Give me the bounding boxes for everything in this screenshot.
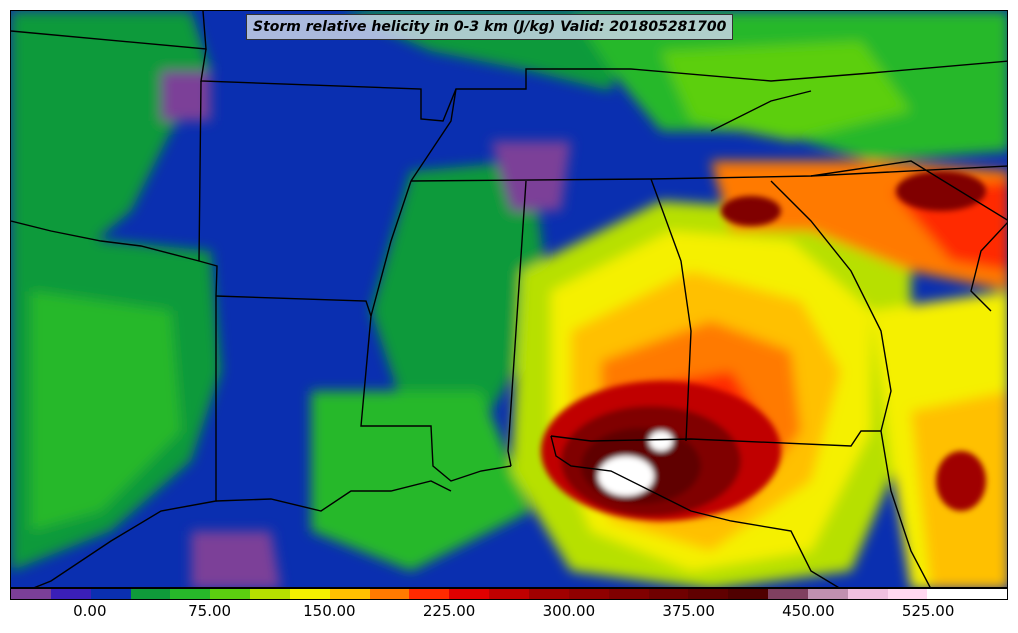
colorbar-tick-label: 300.00 — [542, 602, 596, 620]
colorbar — [10, 588, 1008, 600]
colorbar-segment — [568, 589, 609, 599]
colorbar-segment — [50, 589, 91, 599]
colorbar-segment — [449, 589, 490, 599]
colorbar-segment — [489, 589, 529, 599]
colorbar-segment — [210, 589, 251, 599]
map-canvas — [11, 11, 1007, 587]
colorbar-segment — [90, 589, 131, 599]
colorbar-segment — [768, 589, 808, 599]
colorbar-segment — [648, 589, 689, 599]
colorbar-tick-label: 225.00 — [422, 602, 476, 620]
colorbar-segment — [728, 589, 769, 599]
state-boundaries — [11, 11, 1007, 587]
colorbar-segment — [887, 589, 928, 599]
colorbar-segment — [967, 589, 1008, 599]
map-title: Storm relative helicity in 0-3 km (J/kg)… — [246, 14, 734, 40]
colorbar-segment — [608, 589, 649, 599]
colorbar-segment — [688, 589, 729, 599]
colorbar-segment — [289, 589, 330, 599]
colorbar-segment — [409, 589, 450, 599]
colorbar-segment — [369, 589, 410, 599]
colorbar-segment — [250, 589, 290, 599]
colorbar-segment — [807, 589, 848, 599]
colorbar-ticks: 0.00 75.00 150.00 225.00 300.00 375.00 450.00 5… — [10, 600, 1008, 630]
colorbar-tick-label: 375.00 — [662, 602, 715, 620]
colorbar-tick-label: 0.00 — [73, 602, 107, 620]
colorbar-tick-label: 150.00 — [303, 602, 356, 620]
colorbar-segment — [329, 589, 370, 599]
colorbar-tick-label: 75.00 — [188, 602, 232, 620]
colorbar-segment — [847, 589, 888, 599]
helicity-map — [10, 10, 1008, 588]
colorbar-segment — [11, 589, 51, 599]
colorbar-segment — [528, 589, 569, 599]
colorbar-segment — [927, 589, 968, 599]
colorbar-tick-label: 525.00 — [901, 602, 955, 620]
colorbar-segment — [170, 589, 211, 599]
colorbar-tick-label: 450.00 — [782, 602, 835, 620]
colorbar-segment — [130, 589, 171, 599]
